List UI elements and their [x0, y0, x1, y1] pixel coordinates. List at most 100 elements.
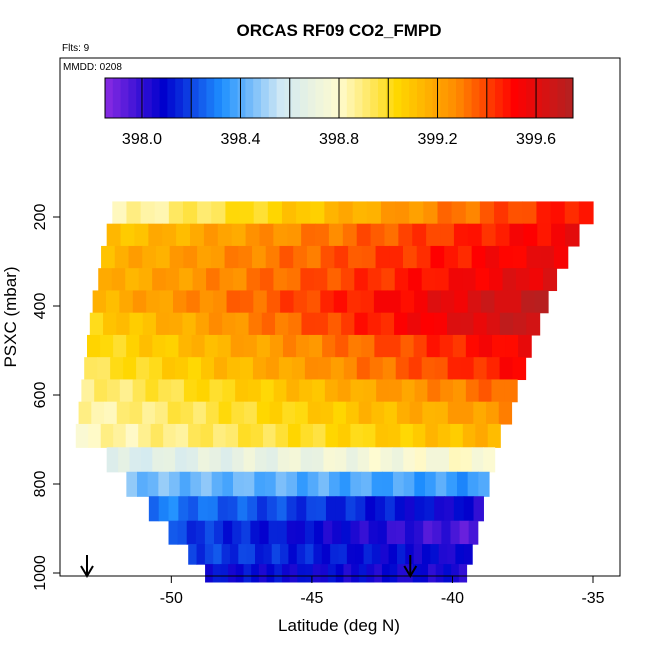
heatmap-cell [512, 245, 528, 269]
heatmap-cell [465, 201, 481, 225]
heatmap-cell [354, 268, 369, 292]
heatmap-cell [207, 496, 219, 522]
heatmap-cell [408, 357, 423, 381]
heatmap-cell [206, 268, 221, 292]
heatmap-cell [180, 401, 194, 425]
heatmap-cell [459, 520, 470, 545]
heatmap-cell [314, 312, 329, 336]
heatmap-cell [273, 268, 288, 292]
heatmap-cell [314, 520, 324, 545]
heatmap-cell [273, 223, 288, 247]
heatmap-cell [355, 544, 365, 565]
heatmap-cell [328, 223, 344, 247]
heatmap-cell [426, 223, 441, 247]
y-tick-label: 200 [32, 204, 49, 231]
heatmap-cell [204, 544, 214, 565]
heatmap-cell [337, 379, 352, 403]
heatmap-cell [368, 520, 379, 545]
heatmap-cell [280, 544, 290, 565]
heatmap-cell [473, 496, 484, 522]
heatmap-cell [346, 447, 359, 473]
heatmap-cell [414, 447, 427, 473]
heatmap-cell [317, 357, 332, 381]
heatmap-cell [380, 201, 396, 225]
heatmap-cell [359, 520, 370, 545]
heatmap-cell [286, 268, 301, 292]
heatmap-cell [447, 357, 462, 381]
heatmap-cell [246, 544, 256, 565]
heatmap-cell [320, 290, 335, 314]
heatmap-cell [188, 357, 202, 381]
heatmap-cell [362, 423, 376, 448]
heatmap-cell [454, 290, 469, 314]
heatmap-cell [345, 401, 360, 425]
heatmap-cell [169, 245, 184, 269]
heatmap-cell [422, 401, 436, 425]
heatmap-cell [363, 379, 377, 403]
heatmap-cell [463, 496, 475, 522]
colorbar-segment [331, 78, 340, 118]
heatmap-cell [351, 564, 360, 583]
flight-arrows [80, 555, 418, 578]
heatmap-cell [315, 223, 330, 247]
colorbar-segment [175, 78, 184, 118]
heatmap-cell [286, 520, 297, 545]
heatmap-cell [289, 564, 298, 583]
heatmap-cell [460, 312, 475, 336]
heatmap-cell [348, 245, 363, 269]
heatmap-cell [487, 423, 501, 448]
heatmap-cell [305, 564, 314, 583]
colorbar-segment [214, 78, 223, 118]
heatmap-cell [231, 223, 247, 247]
heatmap-cell [163, 423, 177, 448]
heatmap-cell [183, 245, 198, 269]
heatmap-cell [337, 423, 352, 448]
heatmap-cell [509, 223, 524, 247]
heatmap-cell [277, 447, 290, 473]
heatmap-cell [334, 245, 349, 269]
heatmap-cell [437, 201, 453, 225]
heatmap-cell [239, 201, 255, 225]
x-tick-label: -45 [300, 590, 323, 607]
heatmap-cell [282, 334, 297, 358]
heatmap-cell [489, 268, 504, 292]
heatmap-cell [365, 496, 376, 522]
heatmap-cell [291, 357, 306, 381]
heatmap-cell [92, 290, 107, 314]
heatmap-cell [296, 201, 311, 225]
heatmap-cell [116, 401, 131, 425]
heatmap-cell [159, 290, 174, 314]
heatmap-cell [380, 312, 395, 336]
heatmap-cell [578, 201, 594, 225]
heatmap-cell [233, 268, 248, 292]
heatmap-cell [397, 564, 406, 583]
heatmap-cell [288, 312, 303, 336]
heatmap-cell [400, 290, 415, 314]
heatmap-cell [188, 423, 202, 448]
colorbar-segment [432, 78, 441, 118]
heatmap-cell [155, 312, 170, 336]
heatmap-cell [342, 223, 358, 247]
heatmap-cell [140, 201, 156, 225]
heatmap-cell [222, 471, 234, 497]
heatmap-cell [266, 564, 275, 583]
heatmap-cell [182, 312, 197, 336]
colorbar-tick-label: 398.0 [122, 131, 162, 148]
heatmap-cell [448, 447, 461, 473]
heatmap-cell [393, 471, 405, 497]
colorbar-segment [549, 78, 558, 118]
heatmap-cell [165, 334, 180, 358]
heatmap-cell [275, 423, 289, 448]
heatmap-cell [126, 334, 140, 358]
heatmap-cell [355, 496, 366, 522]
heatmap-cell [123, 357, 137, 381]
heatmap-cell [254, 471, 266, 497]
heatmap-cell [253, 201, 269, 225]
heatmap-cell [446, 312, 461, 336]
heatmap-cell [169, 312, 184, 336]
heatmap-cell [403, 471, 415, 497]
heatmap-cell [444, 245, 459, 269]
colorbar-segment [300, 78, 309, 118]
heatmap-cell [193, 401, 207, 425]
heatmap-cell [209, 447, 222, 473]
